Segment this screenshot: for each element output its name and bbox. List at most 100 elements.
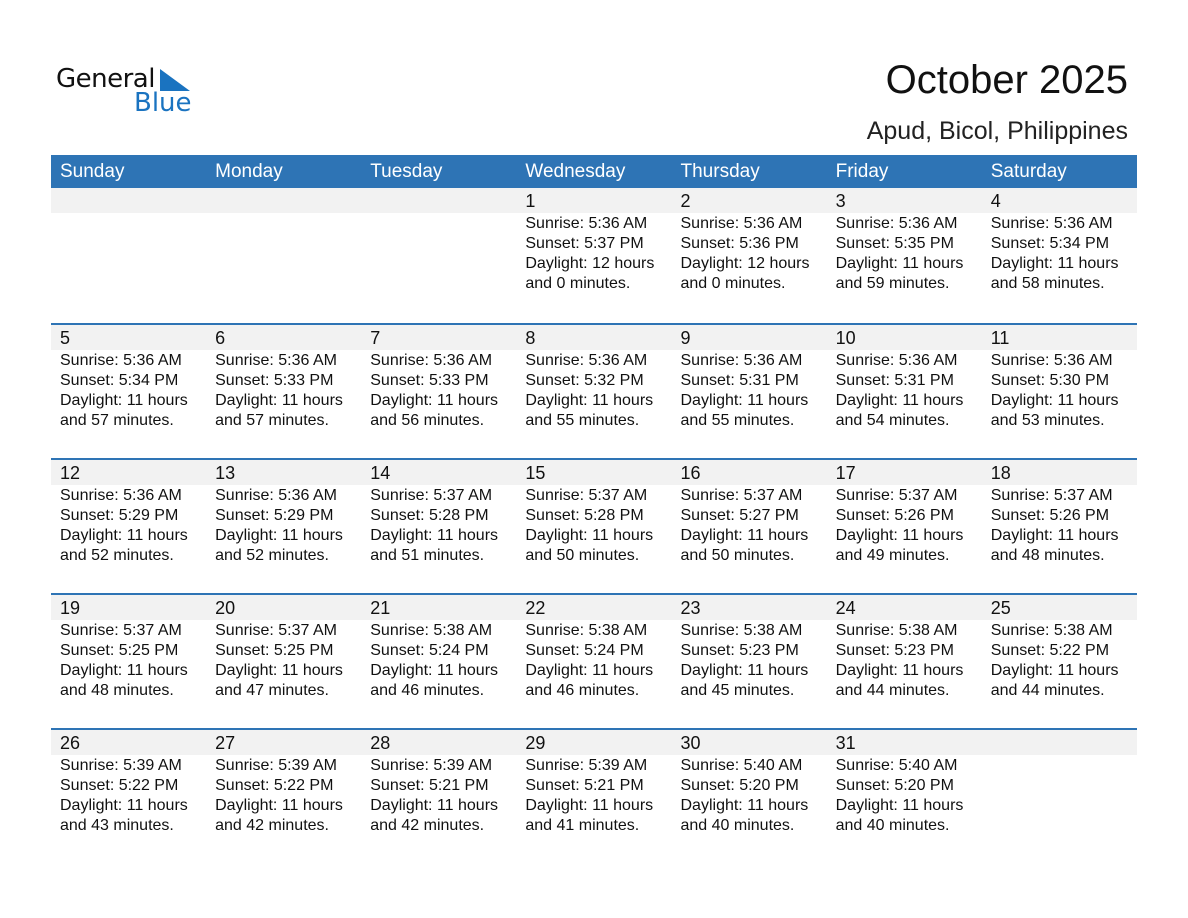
daylight-text: Daylight: 11 hours (990, 392, 1119, 409)
daylight-text: Daylight: 11 hours (680, 527, 809, 544)
sunset-text: Sunset: 5:34 PM (990, 235, 1110, 252)
day-cell: 5 Sunrise: 5:36 AM Sunset: 5:34 PM Daylight… (51, 325, 206, 458)
daylight-text: Daylight: 11 hours (835, 255, 964, 272)
sunset-text: Sunset: 5:29 PM (215, 507, 334, 524)
daylight-minutes-text: and 45 minutes. (680, 682, 795, 699)
sunset-text: Sunset: 5:28 PM (370, 507, 489, 524)
daylight-minutes-text: and 0 minutes. (680, 275, 786, 292)
sunset-text: Sunset: 5:28 PM (525, 507, 644, 524)
daylight-minutes-text: and 48 minutes. (990, 547, 1105, 564)
day-cell: 27 Sunrise: 5:39 AM Sunset: 5:22 PM Dayligh… (206, 730, 361, 863)
weekday-tuesday: Tuesday (370, 161, 443, 182)
daylight-text: Daylight: 11 hours (990, 527, 1119, 544)
daylight-text: Daylight: 11 hours (60, 662, 188, 679)
daylight-minutes-text: and 57 minutes. (215, 412, 329, 429)
sunrise-text: Sunrise: 5:36 AM (990, 352, 1113, 369)
daylight-text: Daylight: 11 hours (990, 662, 1119, 679)
day-cell: 26 Sunrise: 5:39 AM Sunset: 5:22 PM Dayligh… (51, 730, 206, 863)
sunset-text: Sunset: 5:34 PM (60, 372, 179, 389)
weekday-monday: Monday (215, 161, 283, 182)
day-number: 16 (680, 463, 701, 483)
day-number: 15 (525, 463, 546, 483)
daylight-minutes-text: and 59 minutes. (835, 275, 950, 292)
sunset-text: Sunset: 5:31 PM (835, 372, 954, 389)
day-number: 10 (835, 328, 856, 348)
sunrise-text: Sunrise: 5:36 AM (835, 215, 958, 232)
daylight-minutes-text: and 46 minutes. (525, 682, 640, 699)
sunrise-text: Sunrise: 5:37 AM (680, 487, 803, 504)
sunset-text: Sunset: 5:24 PM (525, 642, 644, 659)
sunrise-text: Sunrise: 5:40 AM (835, 757, 958, 774)
day-cell: 7 Sunrise: 5:36 AM Sunset: 5:33 PM Daylight… (361, 325, 516, 458)
daylight-text: Daylight: 11 hours (990, 255, 1119, 272)
sunset-text: Sunset: 5:25 PM (215, 642, 334, 659)
sunrise-text: Sunrise: 5:37 AM (215, 622, 337, 639)
daylight-minutes-text: and 57 minutes. (60, 412, 174, 429)
daylight-minutes-text: and 52 minutes. (215, 547, 329, 564)
daylight-text: Daylight: 11 hours (835, 392, 964, 409)
sunrise-text: Sunrise: 5:37 AM (370, 487, 493, 504)
sunrise-text: Sunrise: 5:36 AM (370, 352, 493, 369)
sunset-text: Sunset: 5:31 PM (680, 372, 799, 389)
logo-triangle-icon (160, 69, 190, 91)
day-cell: 13 Sunrise: 5:36 AM Sunset: 5:29 PM Dayligh… (206, 460, 361, 593)
sunrise-text: Sunrise: 5:36 AM (680, 215, 803, 232)
day-number: 23 (680, 598, 701, 618)
sunset-text: Sunset: 5:37 PM (525, 235, 644, 252)
general-blue-logo: General Blue (56, 64, 196, 120)
daylight-text: Daylight: 11 hours (525, 527, 654, 544)
week-row: 12 Sunrise: 5:36 AM Sunset: 5:29 PM Dayligh… (51, 458, 1137, 593)
sunset-text: Sunset: 5:24 PM (370, 642, 489, 659)
sunset-text: Sunset: 5:32 PM (525, 372, 644, 389)
day-cell: 21 Sunrise: 5:38 AM Sunset: 5:24 PM Dayligh… (361, 595, 516, 728)
daylight-minutes-text: and 58 minutes. (990, 275, 1105, 292)
day-cell: 22 Sunrise: 5:38 AM Sunset: 5:24 PM Dayligh… (516, 595, 671, 728)
sunrise-text: Sunrise: 5:36 AM (525, 352, 648, 369)
date-band (51, 595, 1137, 620)
daylight-minutes-text: and 49 minutes. (835, 547, 950, 564)
daylight-text: Daylight: 11 hours (680, 662, 809, 679)
date-band (51, 188, 1137, 213)
day-cell: 19 Sunrise: 5:37 AM Sunset: 5:25 PM Dayligh… (51, 595, 206, 728)
day-cell: 23 Sunrise: 5:38 AM Sunset: 5:23 PM Dayligh… (672, 595, 827, 728)
daylight-minutes-text: and 54 minutes. (835, 412, 950, 429)
day-cell: 3 Sunrise: 5:36 AM Sunset: 5:35 PM Daylight… (827, 188, 982, 323)
day-number: 11 (990, 328, 1010, 348)
week-row: 5 Sunrise: 5:36 AM Sunset: 5:34 PM Daylight… (51, 323, 1137, 458)
logo-text-blue: Blue (134, 88, 192, 118)
sunrise-text: Sunrise: 5:37 AM (525, 487, 648, 504)
calendar-grid: 1 Sunrise: 5:36 AM Sunset: 5:37 PM Daylight… (51, 188, 1137, 863)
sunrise-text: Sunrise: 5:36 AM (835, 352, 958, 369)
day-number: 5 (60, 328, 71, 348)
sunrise-text: Sunrise: 5:39 AM (370, 757, 493, 774)
sunrise-text: Sunrise: 5:39 AM (60, 757, 182, 774)
sunset-text: Sunset: 5:21 PM (370, 777, 489, 794)
daylight-text: Daylight: 11 hours (835, 662, 964, 679)
sunset-text: Sunset: 5:29 PM (60, 507, 179, 524)
daylight-minutes-text: and 53 minutes. (990, 412, 1105, 429)
daylight-minutes-text: and 50 minutes. (525, 547, 640, 564)
daylight-text: Daylight: 11 hours (835, 797, 964, 814)
day-number: 31 (835, 733, 856, 753)
empty-cell (982, 730, 1137, 863)
day-cell: 8 Sunrise: 5:36 AM Sunset: 5:32 PM Daylight… (516, 325, 671, 458)
day-cell: 15 Sunrise: 5:37 AM Sunset: 5:28 PM Dayligh… (516, 460, 671, 593)
daylight-minutes-text: and 50 minutes. (680, 547, 795, 564)
sunrise-text: Sunrise: 5:36 AM (680, 352, 803, 369)
day-number: 21 (370, 598, 391, 618)
sunset-text: Sunset: 5:30 PM (990, 372, 1110, 389)
day-number: 12 (60, 463, 81, 483)
day-number: 8 (525, 328, 536, 348)
daylight-text: Daylight: 12 hours (680, 255, 810, 272)
day-number: 30 (680, 733, 701, 753)
weekday-sunday: Sunday (60, 161, 125, 182)
sunrise-text: Sunrise: 5:36 AM (990, 215, 1113, 232)
date-band (51, 730, 1137, 755)
day-cell: 25 Sunrise: 5:38 AM Sunset: 5:22 PM Dayligh… (982, 595, 1137, 728)
sunrise-text: Sunrise: 5:38 AM (525, 622, 648, 639)
day-number: 28 (370, 733, 391, 753)
daylight-text: Daylight: 11 hours (60, 392, 188, 409)
empty-cell (51, 188, 206, 323)
day-cell: 31 Sunrise: 5:40 AM Sunset: 5:20 PM Dayligh… (827, 730, 982, 863)
